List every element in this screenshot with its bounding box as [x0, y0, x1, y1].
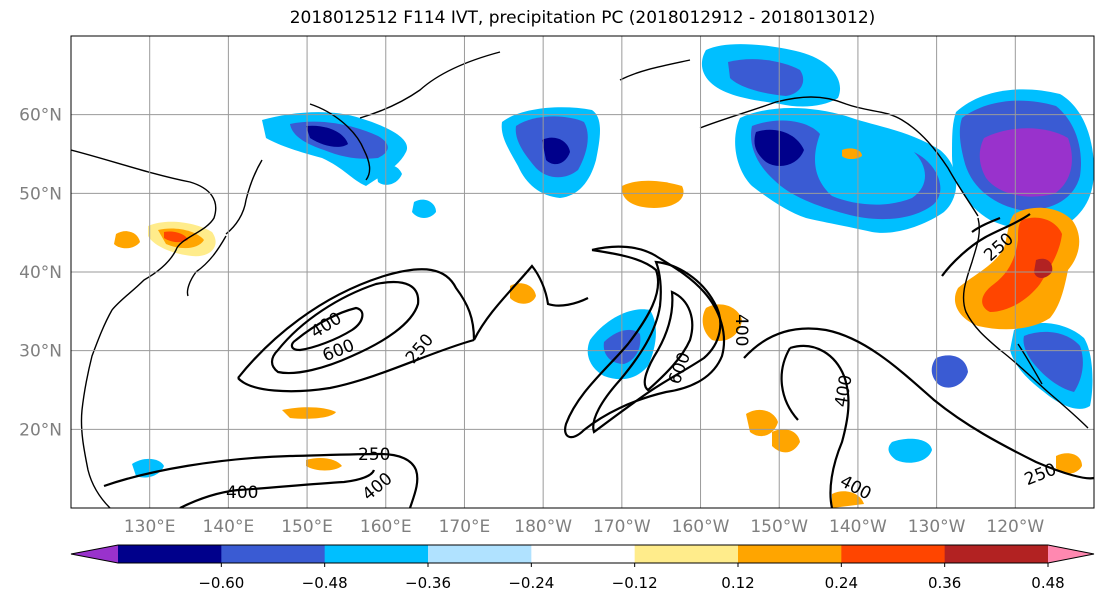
coastline-na-west [962, 217, 1089, 429]
lon-tick-label: 140°E [203, 517, 255, 537]
gridlines [71, 36, 1094, 508]
fill-orange-west-pac [282, 407, 336, 419]
fill-blue-east-pac [931, 355, 968, 388]
fill-darkred-us-west [1034, 258, 1053, 278]
fill-orange-west-pac-2 [306, 458, 342, 471]
lon-tick-label: 170°W [593, 517, 651, 537]
fill-navy-bering [542, 137, 570, 165]
fill-blue-south-pac [888, 438, 932, 463]
ivt-contour-400-central [592, 260, 722, 434]
longitude-tick-labels: 130°E 140°E 150°E 160°E 170°E 180°W 170°W 160°W… [124, 517, 1045, 537]
ivt-contour-400-south [179, 469, 376, 508]
map-panel: 400 600 250 400 600 400 250 400 250 400 … [71, 36, 1094, 508]
lon-tick-label: 120°W [986, 517, 1044, 537]
fill-red-korea [164, 231, 188, 243]
fill-orange-gulf [842, 148, 862, 159]
colorbar-bin [738, 545, 842, 563]
fill-navy-kamchatka [306, 125, 348, 147]
colorbar-tick-label: −0.36 [405, 574, 451, 592]
ivt-contour-250-west [237, 264, 589, 393]
ivt-contour-250-northeast [941, 213, 1031, 277]
ivt-contours [103, 213, 1094, 508]
colorbar-tick-label: −0.60 [198, 574, 244, 592]
lon-tick-label: 160°E [360, 517, 412, 537]
ivt-contour-250-central [564, 245, 726, 439]
contour-label: 250 [358, 445, 390, 465]
ivt-contour-600-west [290, 306, 364, 352]
precip-negative-fills [132, 44, 1094, 478]
fill-blue-small-1 [412, 199, 436, 218]
map-frame [70, 35, 1095, 509]
fill-orange-midpac [510, 283, 536, 304]
precip-positive-fills [114, 148, 1082, 508]
colorbar-bin [531, 545, 636, 563]
fill-orange-central-pac [621, 180, 684, 208]
fill-orange-calif [1056, 453, 1082, 474]
ivt-contour-250-south [103, 452, 419, 508]
colorbar-tick-label: 0.36 [928, 574, 961, 592]
colorbar [70, 544, 1095, 564]
lat-tick-label: 20°N [19, 420, 62, 440]
colorbar-outline [70, 544, 1095, 564]
lat-tick-label: 40°N [19, 263, 62, 283]
ivt-contour-400-west [270, 280, 420, 375]
ivt-contour-600-central [643, 290, 694, 392]
colorbar-extend-high [1048, 545, 1094, 563]
colorbar-bin [634, 545, 739, 563]
lon-tick-label: 170°E [439, 517, 491, 537]
colorbar-tick-labels: −0.60 −0.48 −0.36 −0.24 −0.12 0.12 0.24 0.36 0.4… [198, 563, 1065, 592]
colorbar-tick-label: −0.48 [302, 574, 348, 592]
fill-blue-bering-north-core [728, 59, 804, 96]
lon-tick-label: 180°W [514, 517, 572, 537]
fill-purple-bc [979, 128, 1072, 197]
colorbar-bin [841, 545, 946, 563]
colorbar-bin [324, 545, 429, 563]
coastline-kamchatka [309, 51, 501, 181]
coastlines [71, 51, 1089, 508]
lat-tick-label: 30°N [19, 342, 62, 362]
colorbar-bin [221, 545, 326, 563]
ivt-contour-400-east [780, 344, 850, 508]
colorbar-tick-label: 0.48 [1031, 574, 1064, 592]
lat-tick-label: 60°N [19, 106, 62, 126]
lon-tick-label: 150°E [281, 517, 333, 537]
colorbar-bin [944, 545, 1049, 563]
fill-orange-east-pac-south [832, 491, 864, 508]
chart-title: 2018012512 F114 IVT, precipitation PC (2… [289, 8, 876, 28]
lon-tick-label: 150°W [750, 517, 808, 537]
coastline-alaska [619, 59, 979, 217]
colorbar-tick-label: 0.24 [825, 574, 858, 592]
colorbar-extend-low [71, 545, 118, 563]
lon-tick-label: 160°W [672, 517, 730, 537]
contour-label: 400 [226, 483, 258, 503]
lon-tick-label: 130°W [908, 517, 966, 537]
lat-tick-label: 50°N [19, 184, 62, 204]
fill-blue-baja-mid [1023, 331, 1083, 392]
latitude-tick-labels: 20°N 30°N 40°N 50°N 60°N [19, 106, 62, 441]
coastline-baja [1017, 343, 1043, 385]
colorbar-tick-label: 0.12 [721, 574, 754, 592]
lon-tick-label: 140°W [829, 517, 887, 537]
fill-blue-small-2 [376, 165, 402, 185]
fill-red-us-west [982, 217, 1062, 312]
lon-tick-label: 130°E [124, 517, 176, 537]
coastline-asia [71, 149, 217, 508]
colorbar-tick-label: −0.24 [508, 574, 554, 592]
contour-label: 400 [731, 314, 751, 346]
colorbar-bin [118, 545, 222, 563]
fill-orange-japan-sea [114, 231, 140, 249]
colorbar-tick-label: −0.12 [612, 574, 658, 592]
ivt-contour-250-east [743, 327, 1094, 480]
colorbar-bin [428, 545, 532, 563]
